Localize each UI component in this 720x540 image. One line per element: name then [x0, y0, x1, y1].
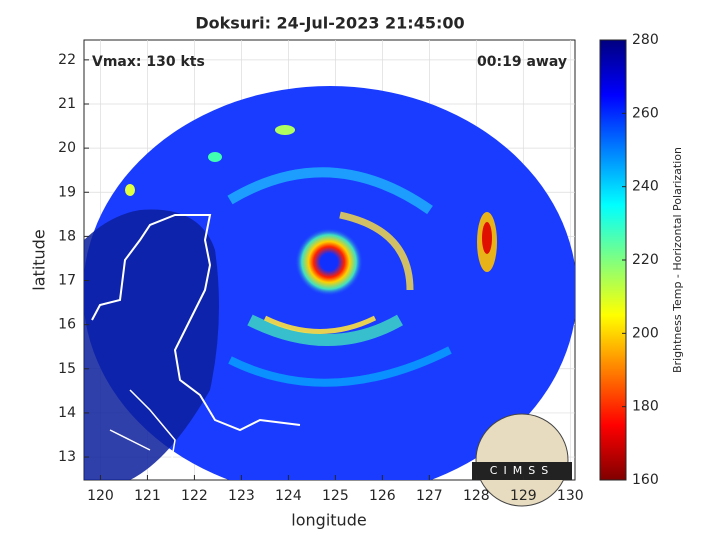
logo: CIMSS: [472, 413, 572, 507]
x-tick-label: 120: [87, 488, 114, 504]
x-tick-label: 129: [510, 488, 537, 504]
colorbar-tick-label: 160: [632, 472, 659, 488]
colorbar-tick-label: 200: [632, 325, 659, 341]
satellite-image: [84, 86, 575, 480]
y-tick-label: 20: [58, 140, 76, 156]
colorbar-tick-label: 240: [632, 179, 659, 195]
x-tick-label: 128: [463, 488, 490, 504]
y-tick-label: 13: [58, 449, 76, 465]
x-tick-label: 121: [134, 488, 161, 504]
y-tick-label: 17: [58, 273, 76, 289]
y-tick-label: 15: [58, 361, 76, 377]
annotation: 00:19 away: [477, 54, 567, 70]
annotation: Vmax: 130 kts: [92, 54, 205, 70]
chart-title: Doksuri: 24-Jul-2023 21:45:00: [195, 14, 464, 33]
x-tick-label: 127: [416, 488, 443, 504]
colorbar: [599, 39, 627, 481]
y-tick-label: 16: [58, 317, 76, 333]
colorbar-label: Brightness Temp - Horizontal Polarizatio…: [671, 147, 684, 373]
x-tick-label: 122: [181, 488, 208, 504]
x-tick-label: 123: [228, 488, 255, 504]
colorbar-tick-label: 180: [632, 399, 659, 415]
y-axis-label: latitude: [30, 229, 49, 290]
x-tick-label: 124: [275, 488, 302, 504]
logo-text: CIMSS: [490, 464, 554, 477]
colorbar-tick-label: 220: [632, 252, 659, 268]
x-tick-label: 130: [557, 488, 584, 504]
colorbar-tick-label: 280: [632, 32, 659, 48]
y-tick-label: 22: [58, 52, 76, 68]
y-tick-label: 19: [58, 184, 76, 200]
x-tick-label: 126: [369, 488, 396, 504]
x-axis-label: longitude: [291, 511, 366, 530]
colorbar-tick-label: 260: [632, 105, 659, 121]
y-tick-label: 21: [58, 96, 76, 112]
y-tick-label: 18: [58, 228, 76, 244]
y-tick-label: 14: [58, 405, 76, 421]
x-tick-label: 125: [322, 488, 349, 504]
